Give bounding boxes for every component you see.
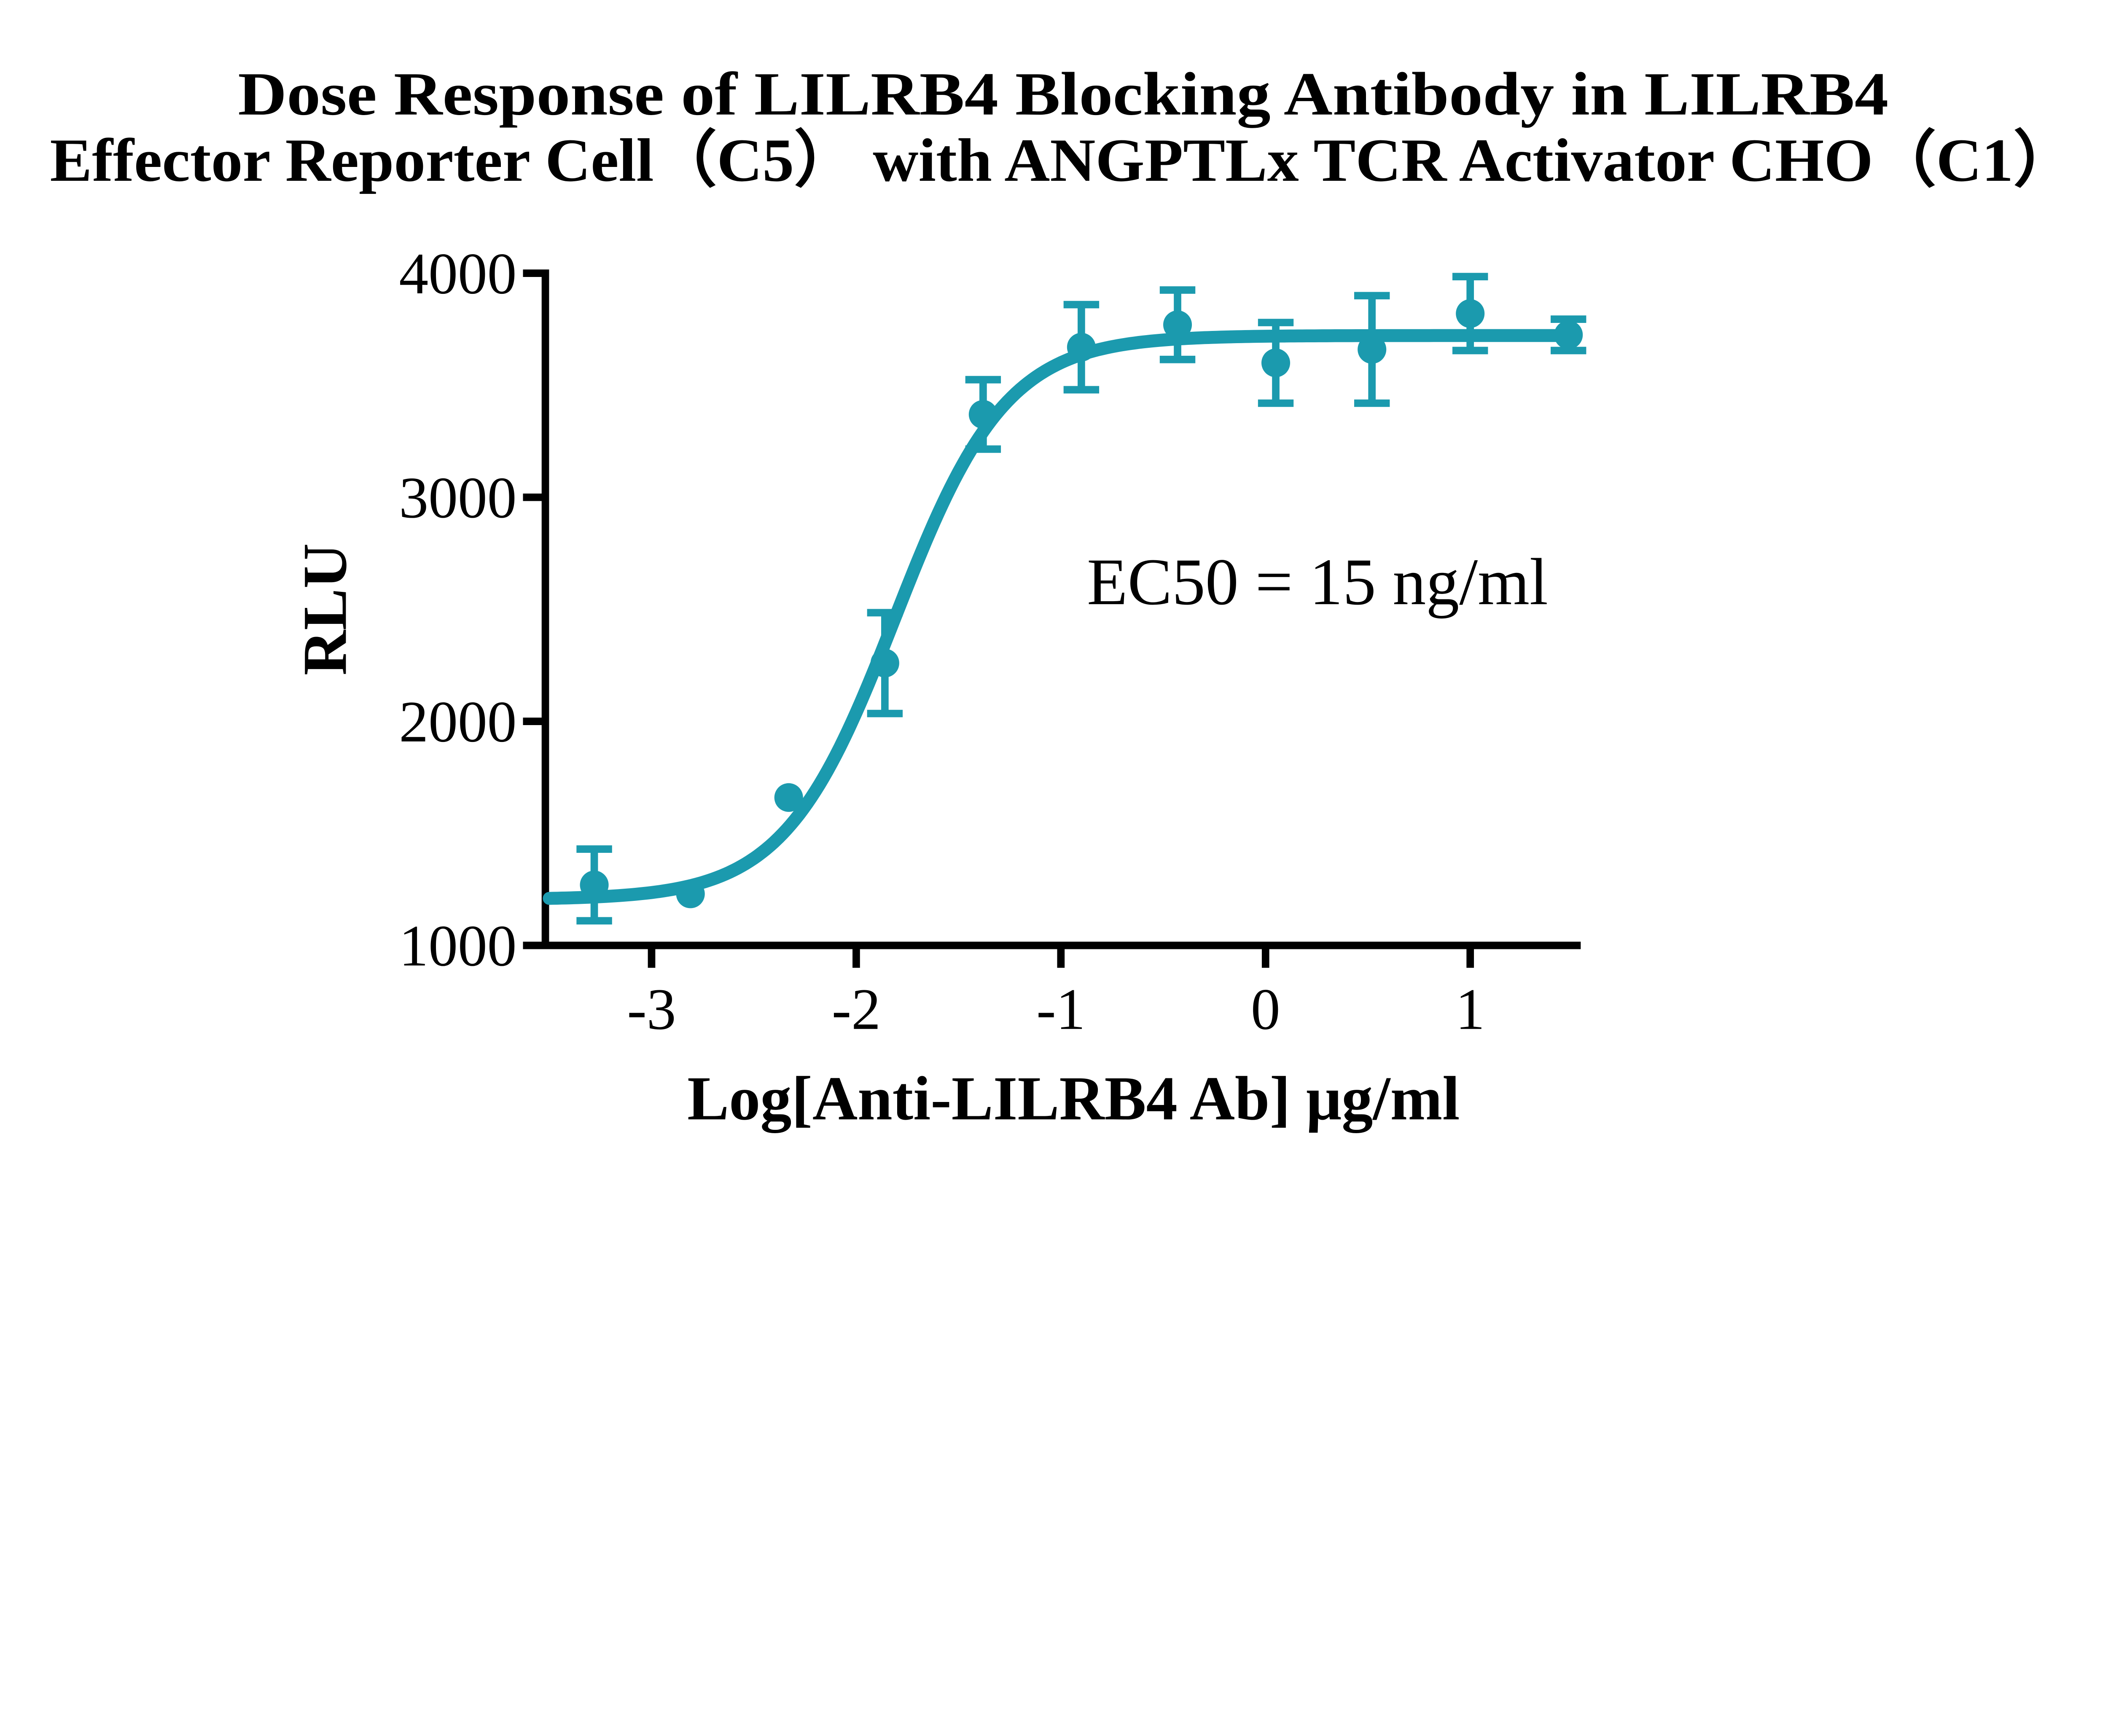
dose-response-chart: Dose Response of LILRB4 Blocking Antibod… xyxy=(50,59,2077,1134)
data-point xyxy=(676,879,705,908)
chart-title-line1: Dose Response of LILRB4 Blocking Antibod… xyxy=(238,60,1888,128)
y-tick-label: 3000 xyxy=(399,465,516,530)
ec50-annotation: EC50 = 15 ng/ml xyxy=(1087,545,1548,619)
data-point xyxy=(774,783,803,812)
y-tick-label: 1000 xyxy=(399,914,516,978)
x-tick-label: -3 xyxy=(627,977,676,1042)
chart-title-line2: Effector Reporter Cell（C5） with ANGPTLx … xyxy=(50,126,2076,194)
y-tick-label: 2000 xyxy=(399,690,516,755)
x-axis-label: Log[Anti-LILRB4 Ab] μg/ml xyxy=(687,1064,1460,1133)
data-point xyxy=(1358,335,1387,364)
y-axis-label: RLU xyxy=(290,543,360,675)
x-tick-label: -1 xyxy=(1036,977,1085,1042)
figure: Dose Response of LILRB4 Blocking Antibod… xyxy=(50,59,2077,1134)
data-point xyxy=(580,871,609,900)
data-point xyxy=(1456,299,1485,328)
fit-curve xyxy=(543,329,1579,905)
y-axis xyxy=(523,269,549,946)
data-point xyxy=(1261,348,1291,377)
x-tick-label: 1 xyxy=(1455,977,1485,1042)
y-tick-label: 4000 xyxy=(399,242,516,306)
data-point xyxy=(1067,333,1096,362)
x-tick-label: -2 xyxy=(832,977,881,1042)
axes: 1000 2000 3000 4000 -3 -2 -1 0 1 xyxy=(399,242,1581,1042)
data-point xyxy=(968,400,998,429)
data-point xyxy=(870,648,899,677)
data-point xyxy=(1554,320,1583,349)
x-tick-label: 0 xyxy=(1251,977,1280,1042)
data-point xyxy=(1163,310,1192,339)
plot-area xyxy=(543,273,1586,925)
